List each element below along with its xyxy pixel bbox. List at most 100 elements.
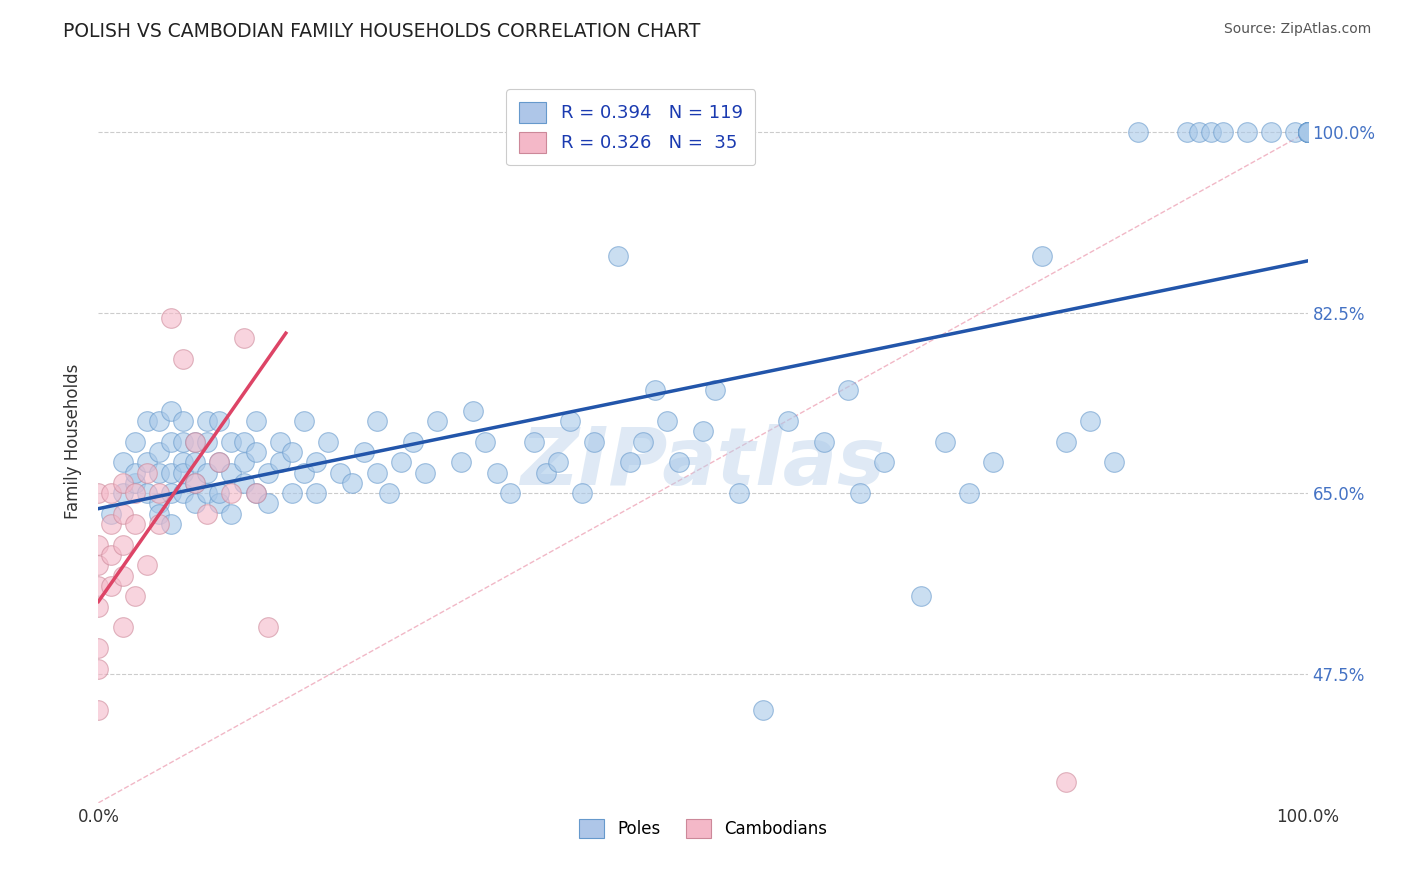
Point bbox=[195, 507, 218, 521]
Point bbox=[571, 486, 593, 500]
Text: Source: ZipAtlas.com: Source: ZipAtlas.com bbox=[1223, 22, 1371, 37]
Point bbox=[256, 496, 278, 510]
Point bbox=[426, 414, 449, 428]
Point bbox=[87, 558, 110, 573]
Point bbox=[232, 331, 254, 345]
Point bbox=[100, 486, 122, 500]
Point bbox=[655, 414, 678, 428]
Point bbox=[281, 486, 304, 500]
Point bbox=[172, 434, 194, 449]
Point bbox=[148, 466, 170, 480]
Point bbox=[1296, 125, 1319, 139]
Point bbox=[910, 590, 932, 604]
Point bbox=[1054, 434, 1077, 449]
Point bbox=[342, 475, 364, 490]
Point bbox=[837, 383, 859, 397]
Point bbox=[124, 434, 146, 449]
Point bbox=[148, 414, 170, 428]
Point bbox=[728, 486, 751, 500]
Point bbox=[644, 383, 666, 397]
Point bbox=[135, 455, 157, 469]
Point bbox=[232, 475, 254, 490]
Point bbox=[124, 517, 146, 532]
Point bbox=[1296, 125, 1319, 139]
Point bbox=[1296, 125, 1319, 139]
Point bbox=[1296, 125, 1319, 139]
Point bbox=[463, 403, 485, 417]
Point bbox=[474, 434, 496, 449]
Point bbox=[776, 414, 799, 428]
Point bbox=[1102, 455, 1125, 469]
Point bbox=[523, 434, 546, 449]
Point bbox=[221, 507, 243, 521]
Point bbox=[752, 703, 775, 717]
Point bbox=[631, 434, 654, 449]
Point bbox=[160, 403, 183, 417]
Point bbox=[184, 434, 207, 449]
Point bbox=[1236, 125, 1258, 139]
Point bbox=[221, 434, 243, 449]
Point bbox=[1031, 249, 1053, 263]
Point bbox=[135, 466, 157, 480]
Point bbox=[1296, 125, 1319, 139]
Point bbox=[87, 662, 110, 676]
Point bbox=[148, 517, 170, 532]
Point bbox=[256, 466, 278, 480]
Point bbox=[873, 455, 896, 469]
Point bbox=[135, 558, 157, 573]
Point bbox=[172, 455, 194, 469]
Point bbox=[195, 414, 218, 428]
Point bbox=[1296, 125, 1319, 139]
Point bbox=[1296, 125, 1319, 139]
Point bbox=[232, 455, 254, 469]
Point bbox=[124, 590, 146, 604]
Point bbox=[245, 414, 267, 428]
Point bbox=[148, 496, 170, 510]
Point bbox=[292, 414, 315, 428]
Point bbox=[366, 466, 388, 480]
Point bbox=[413, 466, 436, 480]
Point bbox=[934, 434, 956, 449]
Point bbox=[184, 496, 207, 510]
Point bbox=[704, 383, 727, 397]
Point bbox=[389, 455, 412, 469]
Point bbox=[87, 538, 110, 552]
Point bbox=[124, 466, 146, 480]
Point bbox=[111, 568, 134, 582]
Point bbox=[148, 507, 170, 521]
Point bbox=[316, 434, 339, 449]
Point bbox=[184, 475, 207, 490]
Point bbox=[221, 486, 243, 500]
Point bbox=[1212, 125, 1234, 139]
Point bbox=[135, 414, 157, 428]
Point bbox=[245, 486, 267, 500]
Point bbox=[269, 455, 291, 469]
Point bbox=[402, 434, 425, 449]
Point bbox=[281, 445, 304, 459]
Point bbox=[813, 434, 835, 449]
Point bbox=[195, 486, 218, 500]
Point bbox=[208, 455, 231, 469]
Point bbox=[498, 486, 520, 500]
Point bbox=[256, 620, 278, 634]
Point bbox=[172, 351, 194, 366]
Y-axis label: Family Households: Family Households bbox=[65, 364, 83, 519]
Point bbox=[148, 445, 170, 459]
Point bbox=[100, 579, 122, 593]
Point bbox=[547, 455, 569, 469]
Text: POLISH VS CAMBODIAN FAMILY HOUSEHOLDS CORRELATION CHART: POLISH VS CAMBODIAN FAMILY HOUSEHOLDS CO… bbox=[63, 22, 700, 41]
Point bbox=[111, 455, 134, 469]
Point bbox=[245, 486, 267, 500]
Point bbox=[486, 466, 509, 480]
Point bbox=[100, 548, 122, 562]
Point bbox=[100, 507, 122, 521]
Point bbox=[232, 434, 254, 449]
Point bbox=[111, 475, 134, 490]
Point bbox=[184, 434, 207, 449]
Point bbox=[1296, 125, 1319, 139]
Point bbox=[668, 455, 690, 469]
Point bbox=[692, 424, 714, 438]
Point bbox=[124, 486, 146, 500]
Point bbox=[195, 466, 218, 480]
Point bbox=[366, 414, 388, 428]
